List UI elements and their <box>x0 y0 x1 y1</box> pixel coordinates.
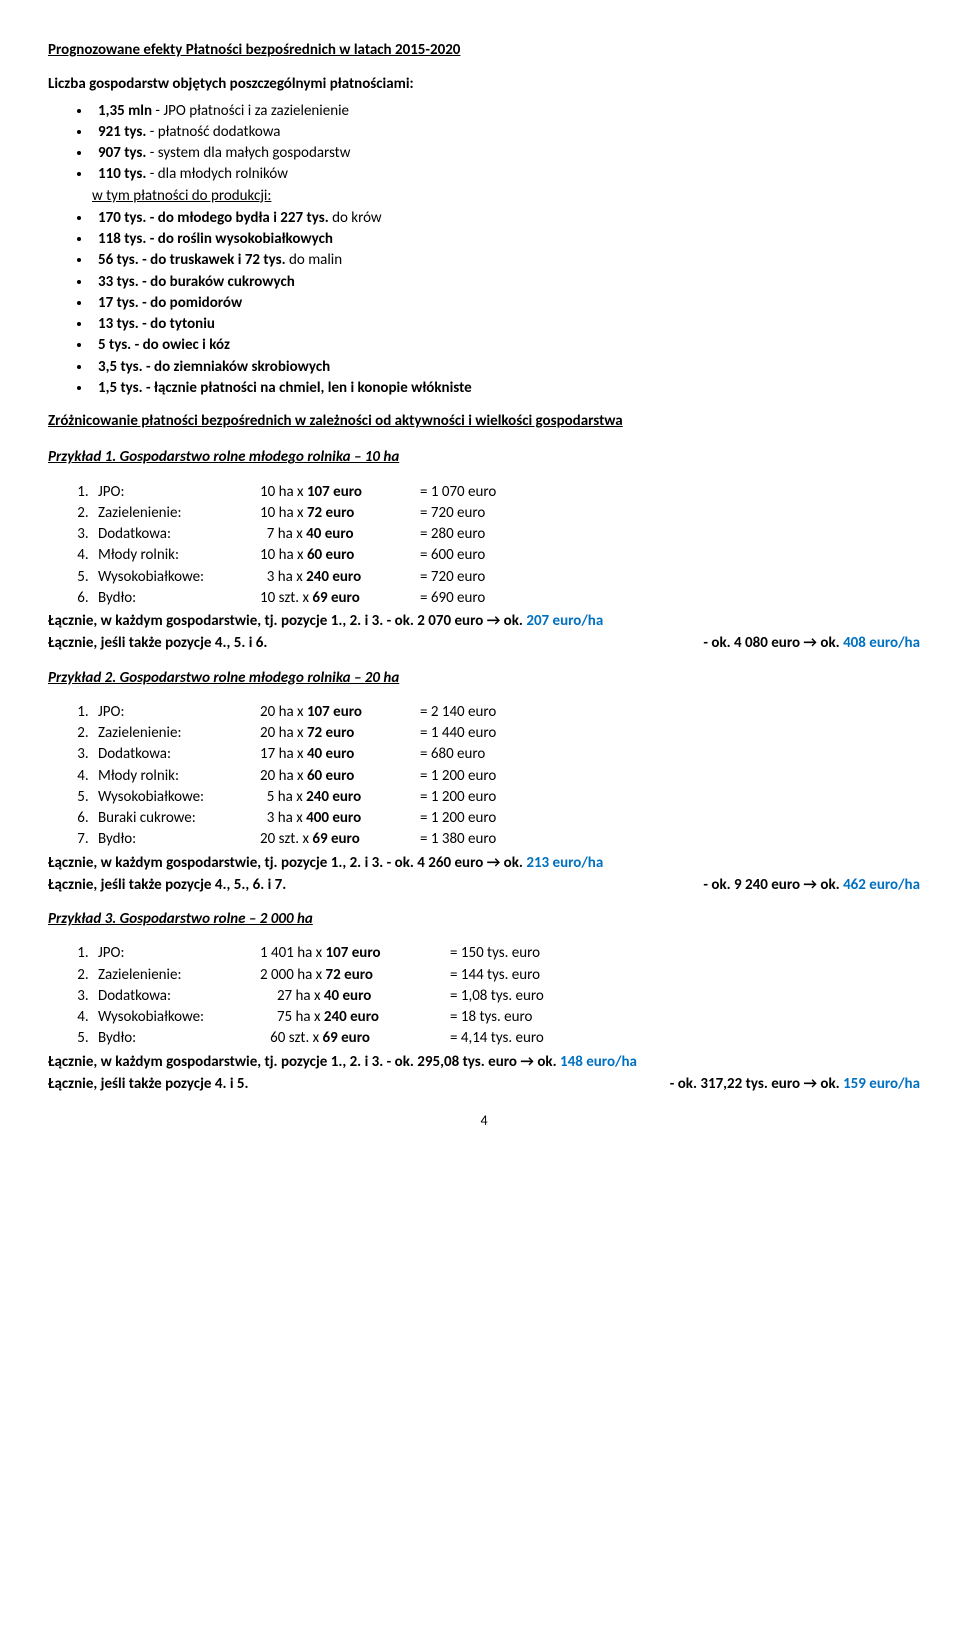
calc-row: Buraki cukrowe: 3 ha x 400 euro= 1 200 e… <box>92 808 920 829</box>
example3-list: JPO:1 401 ha x 107 euro= 150 tys. euroZa… <box>48 943 920 1049</box>
bullet-item: 921 tys. - płatność dodatkowa <box>92 122 920 143</box>
calc-row: JPO:10 ha x 107 euro= 1 070 euro <box>92 482 920 503</box>
bullet-item: 3,5 tys. - do ziemniaków skrobiowych <box>92 357 920 378</box>
calc-row: Dodatkowa: 7 ha x 40 euro= 280 euro <box>92 524 920 545</box>
example1-sum1: Łącznie, w każdym gospodarstwie, tj. poz… <box>48 611 920 631</box>
example3-sum1: Łącznie, w każdym gospodarstwie, tj. poz… <box>48 1052 920 1072</box>
example2-sum2: Łącznie, jeśli także pozycje 4., 5., 6. … <box>48 875 920 895</box>
calc-row: Bydło:20 szt. x 69 euro= 1 380 euro <box>92 829 920 850</box>
calc-row: Zazielenienie:10 ha x 72 euro= 720 euro <box>92 503 920 524</box>
example2-sum1: Łącznie, w każdym gospodarstwie, tj. poz… <box>48 853 920 873</box>
example3-sum2: Łącznie, jeśli także pozycje 4. i 5. - o… <box>48 1074 920 1094</box>
bullet-item: 907 tys. - system dla małych gospodarstw <box>92 143 920 164</box>
bullet-list: 1,35 mln - JPO płatności i za zazielenie… <box>48 101 920 400</box>
calc-row: Dodatkowa:17 ha x 40 euro= 680 euro <box>92 744 920 765</box>
example1-title: Przykład 1. Gospodarstwo rolne młodego r… <box>48 447 920 467</box>
calc-row: Wysokobiałkowe: 3 ha x 240 euro= 720 eur… <box>92 567 920 588</box>
calc-row: Wysokobiałkowe: 5 ha x 240 euro= 1 200 e… <box>92 787 920 808</box>
calc-row: JPO:1 401 ha x 107 euro= 150 tys. euro <box>92 943 920 964</box>
calc-row: Zazielenienie:2 000 ha x 72 euro= 144 ty… <box>92 965 920 986</box>
example1-list: JPO:10 ha x 107 euro= 1 070 euroZazielen… <box>48 482 920 610</box>
example3-title: Przykład 3. Gospodarstwo rolne – 2 000 h… <box>48 909 920 929</box>
calc-row: Bydło: 60 szt. x 69 euro= 4,14 tys. euro <box>92 1028 920 1049</box>
bullet-item: 1,35 mln - JPO płatności i za zazielenie… <box>92 101 920 122</box>
calc-row: Młody rolnik:10 ha x 60 euro= 600 euro <box>92 545 920 566</box>
bullet-item: 1,5 tys. - łącznie płatności na chmiel, … <box>92 378 920 399</box>
bullet-item: 118 tys. - do roślin wysokobiałkowych <box>92 229 920 250</box>
bullet-item: 13 tys. - do tytoniu <box>92 314 920 335</box>
bullet-item: 17 tys. - do pomidorów <box>92 293 920 314</box>
calc-row: Zazielenienie:20 ha x 72 euro= 1 440 eur… <box>92 723 920 744</box>
example2-list: JPO:20 ha x 107 euro= 2 140 euroZazielen… <box>48 702 920 851</box>
bullet-item: 56 tys. - do truskawek i 72 tys. do mali… <box>92 250 920 271</box>
example2-title: Przykład 2. Gospodarstwo rolne młodego r… <box>48 668 920 688</box>
example1-sum2: Łącznie, jeśli także pozycje 4., 5. i 6.… <box>48 633 920 653</box>
page-title: Prognozowane efekty Płatności bezpośredn… <box>48 40 920 60</box>
section-heading: Zróżnicowanie płatności bezpośrednich w … <box>48 411 920 431</box>
calc-row: Bydło:10 szt. x 69 euro= 690 euro <box>92 588 920 609</box>
bullet-item: 170 tys. - do młodego bydła i 227 tys. d… <box>92 208 920 229</box>
bullet-item: 110 tys. - dla młodych rolników <box>92 164 920 185</box>
calc-row: Wysokobiałkowe: 75 ha x 240 euro= 18 tys… <box>92 1007 920 1028</box>
calc-row: Młody rolnik:20 ha x 60 euro= 1 200 euro <box>92 766 920 787</box>
calc-row: JPO:20 ha x 107 euro= 2 140 euro <box>92 702 920 723</box>
bullet-subheading: w tym płatności do produkcji: <box>92 186 920 206</box>
calc-row: Dodatkowa: 27 ha x 40 euro= 1,08 tys. eu… <box>92 986 920 1007</box>
bullet-item: 33 tys. - do buraków cukrowych <box>92 272 920 293</box>
bullet-item: 5 tys. - do owiec i kóz <box>92 335 920 356</box>
page-number: 4 <box>48 1112 920 1131</box>
intro-subtitle: Liczba gospodarstw objętych poszczególny… <box>48 74 920 94</box>
